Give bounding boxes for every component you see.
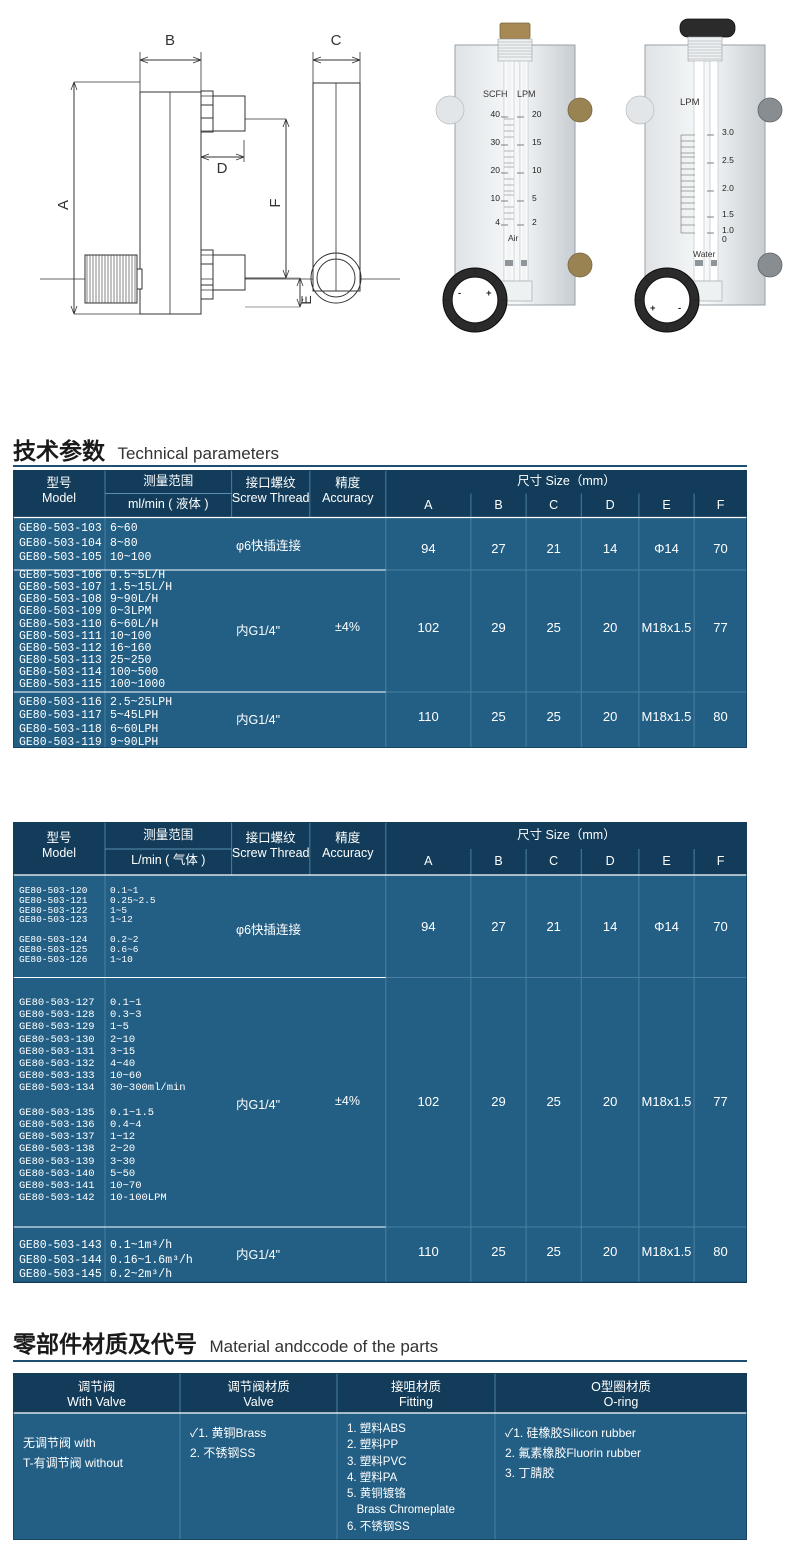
svg-text:20: 20: [491, 165, 501, 175]
svg-text:4: 4: [495, 217, 500, 227]
svg-text:-: -: [678, 303, 681, 314]
svg-text:+: +: [486, 288, 492, 299]
svg-text:C: C: [331, 32, 342, 49]
svg-text:0: 0: [722, 234, 727, 244]
svg-text:30: 30: [491, 137, 501, 147]
svg-text:1.5: 1.5: [722, 209, 734, 219]
svg-text:40: 40: [491, 109, 501, 119]
svg-text:LPM: LPM: [517, 89, 536, 99]
svg-text:15: 15: [532, 137, 542, 147]
svg-text:A: A: [55, 200, 72, 210]
svg-text:B: B: [165, 32, 175, 49]
svg-text:3.0: 3.0: [722, 127, 734, 137]
svg-text:10: 10: [491, 193, 501, 203]
svg-text:10: 10: [532, 165, 542, 175]
svg-text:+: +: [650, 303, 656, 314]
svg-text:E: E: [298, 295, 314, 304]
svg-text:20: 20: [532, 109, 542, 119]
svg-text:2: 2: [532, 217, 537, 227]
svg-text:LPM: LPM: [680, 97, 700, 108]
svg-text:Water: Water: [693, 249, 716, 259]
svg-text:SCFH: SCFH: [483, 89, 508, 99]
svg-text:Air: Air: [508, 233, 519, 243]
svg-text:-: -: [458, 288, 461, 299]
svg-text:2.0: 2.0: [722, 183, 734, 193]
svg-text:F: F: [267, 198, 284, 207]
svg-text:D: D: [217, 160, 228, 177]
svg-text:5: 5: [532, 193, 537, 203]
svg-text:2.5: 2.5: [722, 155, 734, 165]
